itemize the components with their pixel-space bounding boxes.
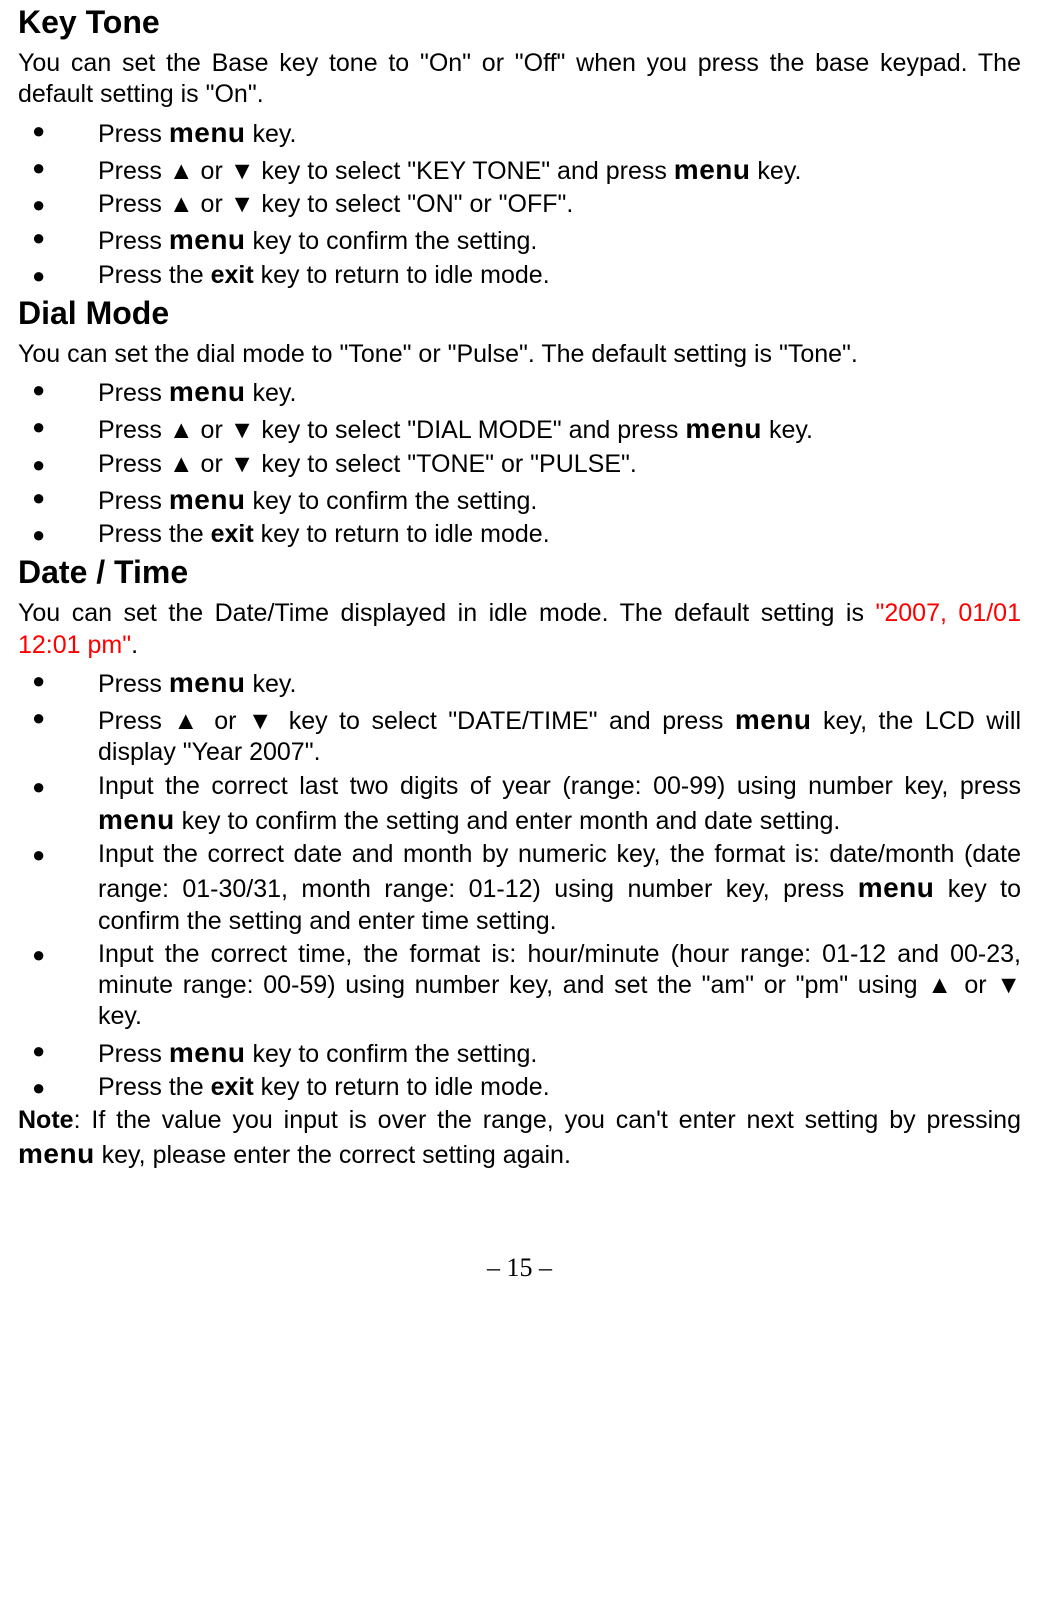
text: Input the correct last two digits of yea… [98,772,1021,800]
list-item: Press ▲ or ▼ key to select "DIAL MODE" a… [18,411,1021,446]
text: key to return to idle mode. [254,261,550,289]
exit-key: exit [211,1073,254,1101]
menu-key: menu [169,1037,246,1068]
text: Press ▲ or ▼ key to select "TONE" or "PU… [98,450,637,478]
menu-key: menu [18,1138,95,1169]
list-item: Press menu key. [18,665,1021,700]
text: Press [98,120,169,148]
list-item: Press menu key to confirm the setting. [18,222,1021,257]
menu-key: menu [169,376,246,407]
text: key, please enter the correct setting ag… [95,1141,571,1169]
menu-key: menu [98,804,175,835]
list-item: Press menu key. [18,115,1021,150]
exit-key: exit [211,261,254,289]
list-item: Press the exit key to return to idle mod… [18,1072,1021,1103]
text: . [131,631,138,659]
text: Press [98,487,169,515]
text: key to return to idle mode. [254,1073,550,1101]
menu-key: menu [169,667,246,698]
list-item: Press menu key. [18,374,1021,409]
text: key to confirm the setting. [246,487,538,515]
text: Press the [98,520,211,548]
list-item: Input the correct time, the format is: h… [18,939,1021,1033]
list-item: Press the exit key to return to idle mod… [18,260,1021,291]
list-item: Input the correct date and month by nume… [18,839,1021,937]
text: key to confirm the setting. [246,1040,538,1068]
menu-key: menu [169,117,246,148]
text: Press the [98,1073,211,1101]
text: Press ▲ or ▼ key to select "DIAL MODE" a… [98,416,685,444]
list-date-time: Press menu key. Press ▲ or ▼ key to sele… [18,665,1021,1103]
menu-key: menu [674,154,751,185]
intro-dial-mode: You can set the dial mode to "Tone" or "… [18,339,1021,370]
text: Press [98,227,169,255]
text: Press ▲ or ▼ key to select "ON" or "OFF"… [98,190,573,218]
heading-key-tone: Key Tone [18,2,1021,42]
list-item: Press menu key to confirm the setting. [18,482,1021,517]
text: Press ▲ or ▼ key to select "KEY TONE" an… [98,157,674,185]
text: : If the value you input is over the ran… [74,1106,1021,1134]
list-item: Press ▲ or ▼ key to select "DATE/TIME" a… [18,702,1021,769]
exit-key: exit [211,520,254,548]
heading-dial-mode: Dial Mode [18,293,1021,333]
intro-date-time: You can set the Date/Time displayed in i… [18,598,1021,661]
text: key. [246,379,297,407]
note-date-time: Note: If the value you input is over the… [18,1105,1021,1172]
menu-key: menu [685,413,762,444]
text: Press the [98,261,211,289]
text: key to return to idle mode. [254,520,550,548]
text: key. [246,120,297,148]
menu-key: menu [858,872,935,903]
list-item: Press ▲ or ▼ key to select "ON" or "OFF"… [18,189,1021,220]
list-item: Press ▲ or ▼ key to select "KEY TONE" an… [18,152,1021,187]
list-key-tone: Press menu key. Press ▲ or ▼ key to sele… [18,115,1021,291]
text: key. [762,416,813,444]
heading-date-time: Date / Time [18,552,1021,592]
text: key. [246,670,297,698]
text: key to confirm the setting and enter mon… [175,807,841,835]
menu-key: menu [169,224,246,255]
text: Press [98,379,169,407]
intro-key-tone: You can set the Base key tone to "On" or… [18,48,1021,111]
list-dial-mode: Press menu key. Press ▲ or ▼ key to sele… [18,374,1021,550]
page-number: – 15 – [18,1252,1021,1285]
menu-key: menu [169,484,246,515]
list-item: Press ▲ or ▼ key to select "TONE" or "PU… [18,449,1021,480]
note-label: Note [18,1106,74,1134]
text: key. [750,157,801,185]
text: Press [98,1040,169,1068]
menu-key: menu [735,704,812,735]
list-item: Press menu key to confirm the setting. [18,1035,1021,1070]
list-item: Input the correct last two digits of yea… [18,771,1021,838]
text: You can set the Date/Time displayed in i… [18,599,875,627]
list-item: Press the exit key to return to idle mod… [18,519,1021,550]
text: Press ▲ or ▼ key to select "DATE/TIME" a… [98,707,735,735]
text: Press [98,670,169,698]
text: Input the correct time, the format is: h… [98,940,1021,1031]
text: key to confirm the setting. [246,227,538,255]
